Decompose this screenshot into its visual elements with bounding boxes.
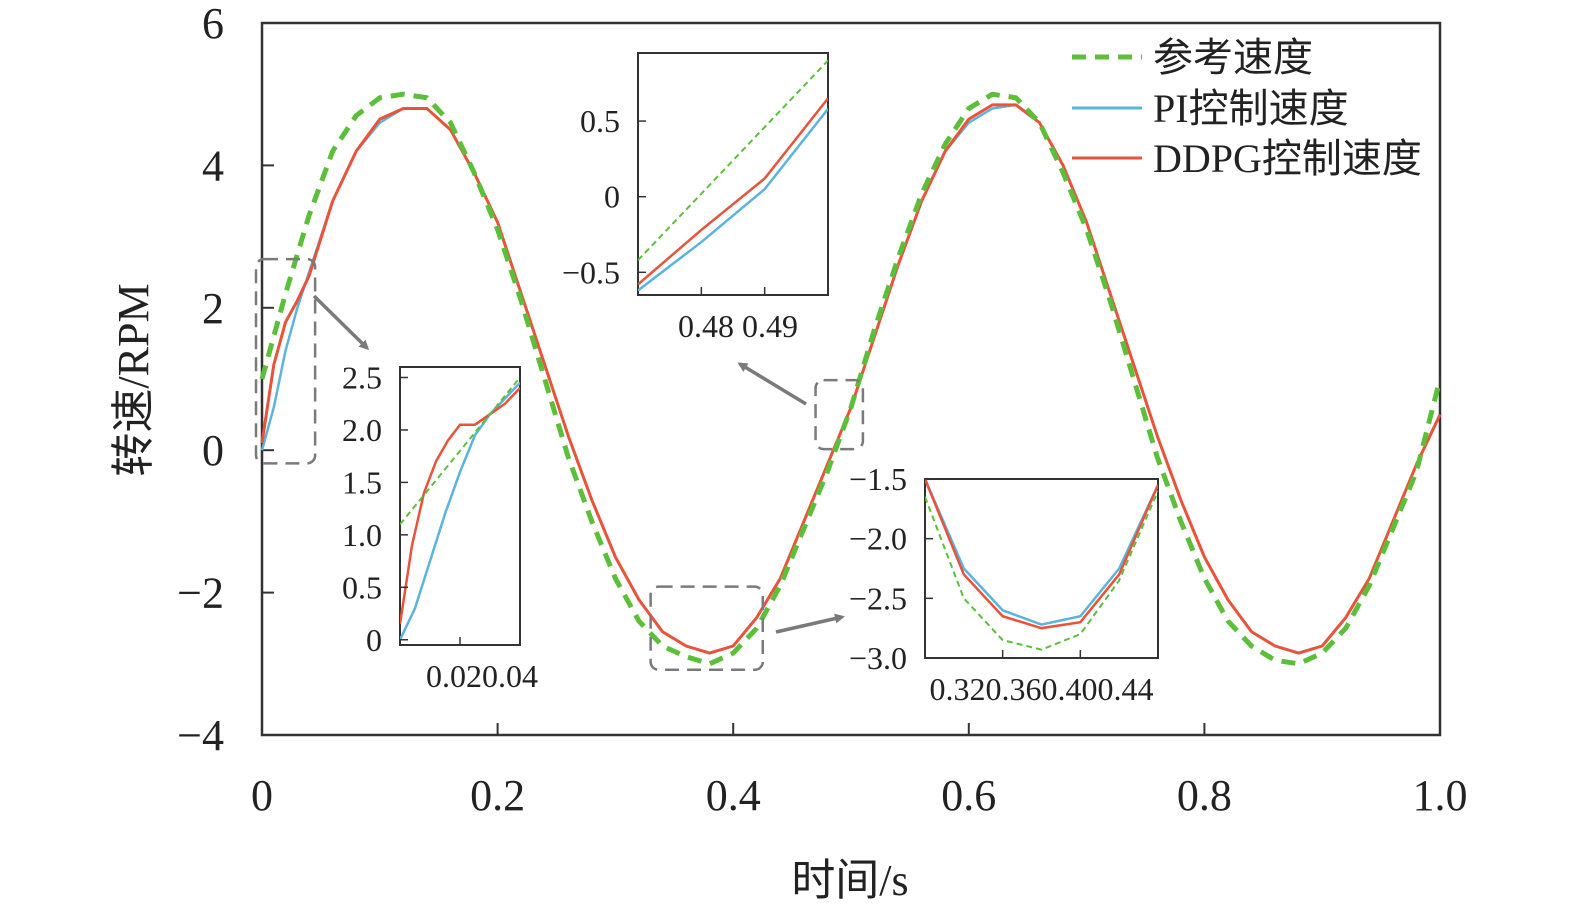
- inset-y-tick-label: 0.5: [580, 103, 620, 139]
- x-tick-label: 0.8: [1177, 771, 1232, 820]
- y-tick-label: −4: [177, 711, 224, 760]
- series-line-reference: [259, 91, 1443, 667]
- inset-start: 0 0.5 1.0 1.5 2.0 2.5 0.020.04: [342, 359, 538, 694]
- legend-label: 参考速度: [1153, 35, 1313, 80]
- inset-frame: [399, 366, 521, 646]
- inset-y-tick-label: −2.0: [849, 521, 907, 557]
- x-tick-label: 0.6: [941, 771, 996, 820]
- inset-y-tick-label: 0: [604, 179, 620, 215]
- zoom-arrow-inset-start: [312, 294, 370, 351]
- legend-item-ddpg: DDPG控制速度: [1072, 136, 1422, 181]
- x-tick-label: 0.2: [470, 771, 525, 820]
- inset-y-tick-label: 1.0: [342, 517, 382, 553]
- legend-item-reference: 参考速度: [1072, 35, 1313, 80]
- main-plot: 0 0.2 0.4 0.6 0.8 1.0 −4 −2 0 2 4 6: [177, 0, 1467, 820]
- inset-valley: −3.0 −2.5 −2.0 −1.5 0.320.360.400.44: [849, 461, 1159, 707]
- inset-series-reference: [638, 59, 828, 261]
- inset-series-reference: [400, 376, 520, 525]
- zoom-callouts: [254, 257, 865, 672]
- legend-label: DDPG控制速度: [1153, 136, 1422, 181]
- inset-y-tick-label: −2.5: [849, 580, 907, 616]
- x-axis-label: 时间/s: [791, 856, 908, 905]
- inset-series-reference: [925, 490, 1158, 651]
- inset-y-tick-label: 1.5: [342, 464, 382, 500]
- inset-series-ddpg: [925, 479, 1158, 630]
- inset-x-tick-labels: 0.020.04: [426, 658, 538, 694]
- inset-y-tick-label: 2.5: [342, 359, 382, 395]
- inset-series-ddpg: [400, 387, 520, 625]
- inset-series-ddpg: [638, 97, 828, 286]
- legend-label: PI控制速度: [1153, 86, 1349, 131]
- y-tick-label: −2: [177, 569, 224, 618]
- inset-y-tick-label: 0.5: [342, 569, 382, 605]
- zoom-insets: 0 0.5 1.0 1.5 2.0 2.5 0.020.04 −0.5 0 0.5 0.48 0.4…: [342, 52, 1159, 707]
- zoom-box-inset-start: [254, 257, 317, 465]
- y-tick-label: 4: [202, 141, 224, 190]
- legend-item-pi: PI控制速度: [1072, 86, 1349, 131]
- x-tick-label: 0.4: [706, 771, 761, 820]
- inset-y-tick-label: −1.5: [849, 461, 907, 497]
- x-tick-label: 1.0: [1413, 771, 1468, 820]
- zoom-box-inset-mid: [814, 378, 865, 451]
- y-tick-label: 6: [202, 0, 224, 48]
- zoom-box-inset-valley: [649, 585, 765, 672]
- inset-x-tick-labels: 0.320.360.400.44: [930, 671, 1154, 707]
- zoom-arrow-inset-mid: [737, 362, 807, 406]
- inset-mid: −0.5 0 0.5 0.48 0.49: [562, 52, 829, 344]
- legend: 参考速度 PI控制速度 DDPG控制速度: [1072, 35, 1422, 181]
- x-tick-label: 0: [251, 771, 273, 820]
- inset-x-tick-labels: 0.48 0.49: [678, 308, 798, 344]
- inset-y-tick-label: 2.0: [342, 412, 382, 448]
- inset-series-pi: [400, 381, 520, 641]
- inset-y-tick-label: 0: [366, 622, 382, 658]
- zoom-arrow-inset-valley: [775, 613, 845, 634]
- y-tick-label: 0: [202, 426, 224, 475]
- inset-y-tick-label: −3.0: [849, 640, 907, 676]
- y-axis-label: 转速/RPM: [109, 283, 158, 476]
- inset-y-tick-label: −0.5: [562, 254, 620, 290]
- inset-series-pi: [925, 479, 1158, 626]
- inset-series-pi: [638, 108, 828, 292]
- y-tick-label: 2: [202, 284, 224, 333]
